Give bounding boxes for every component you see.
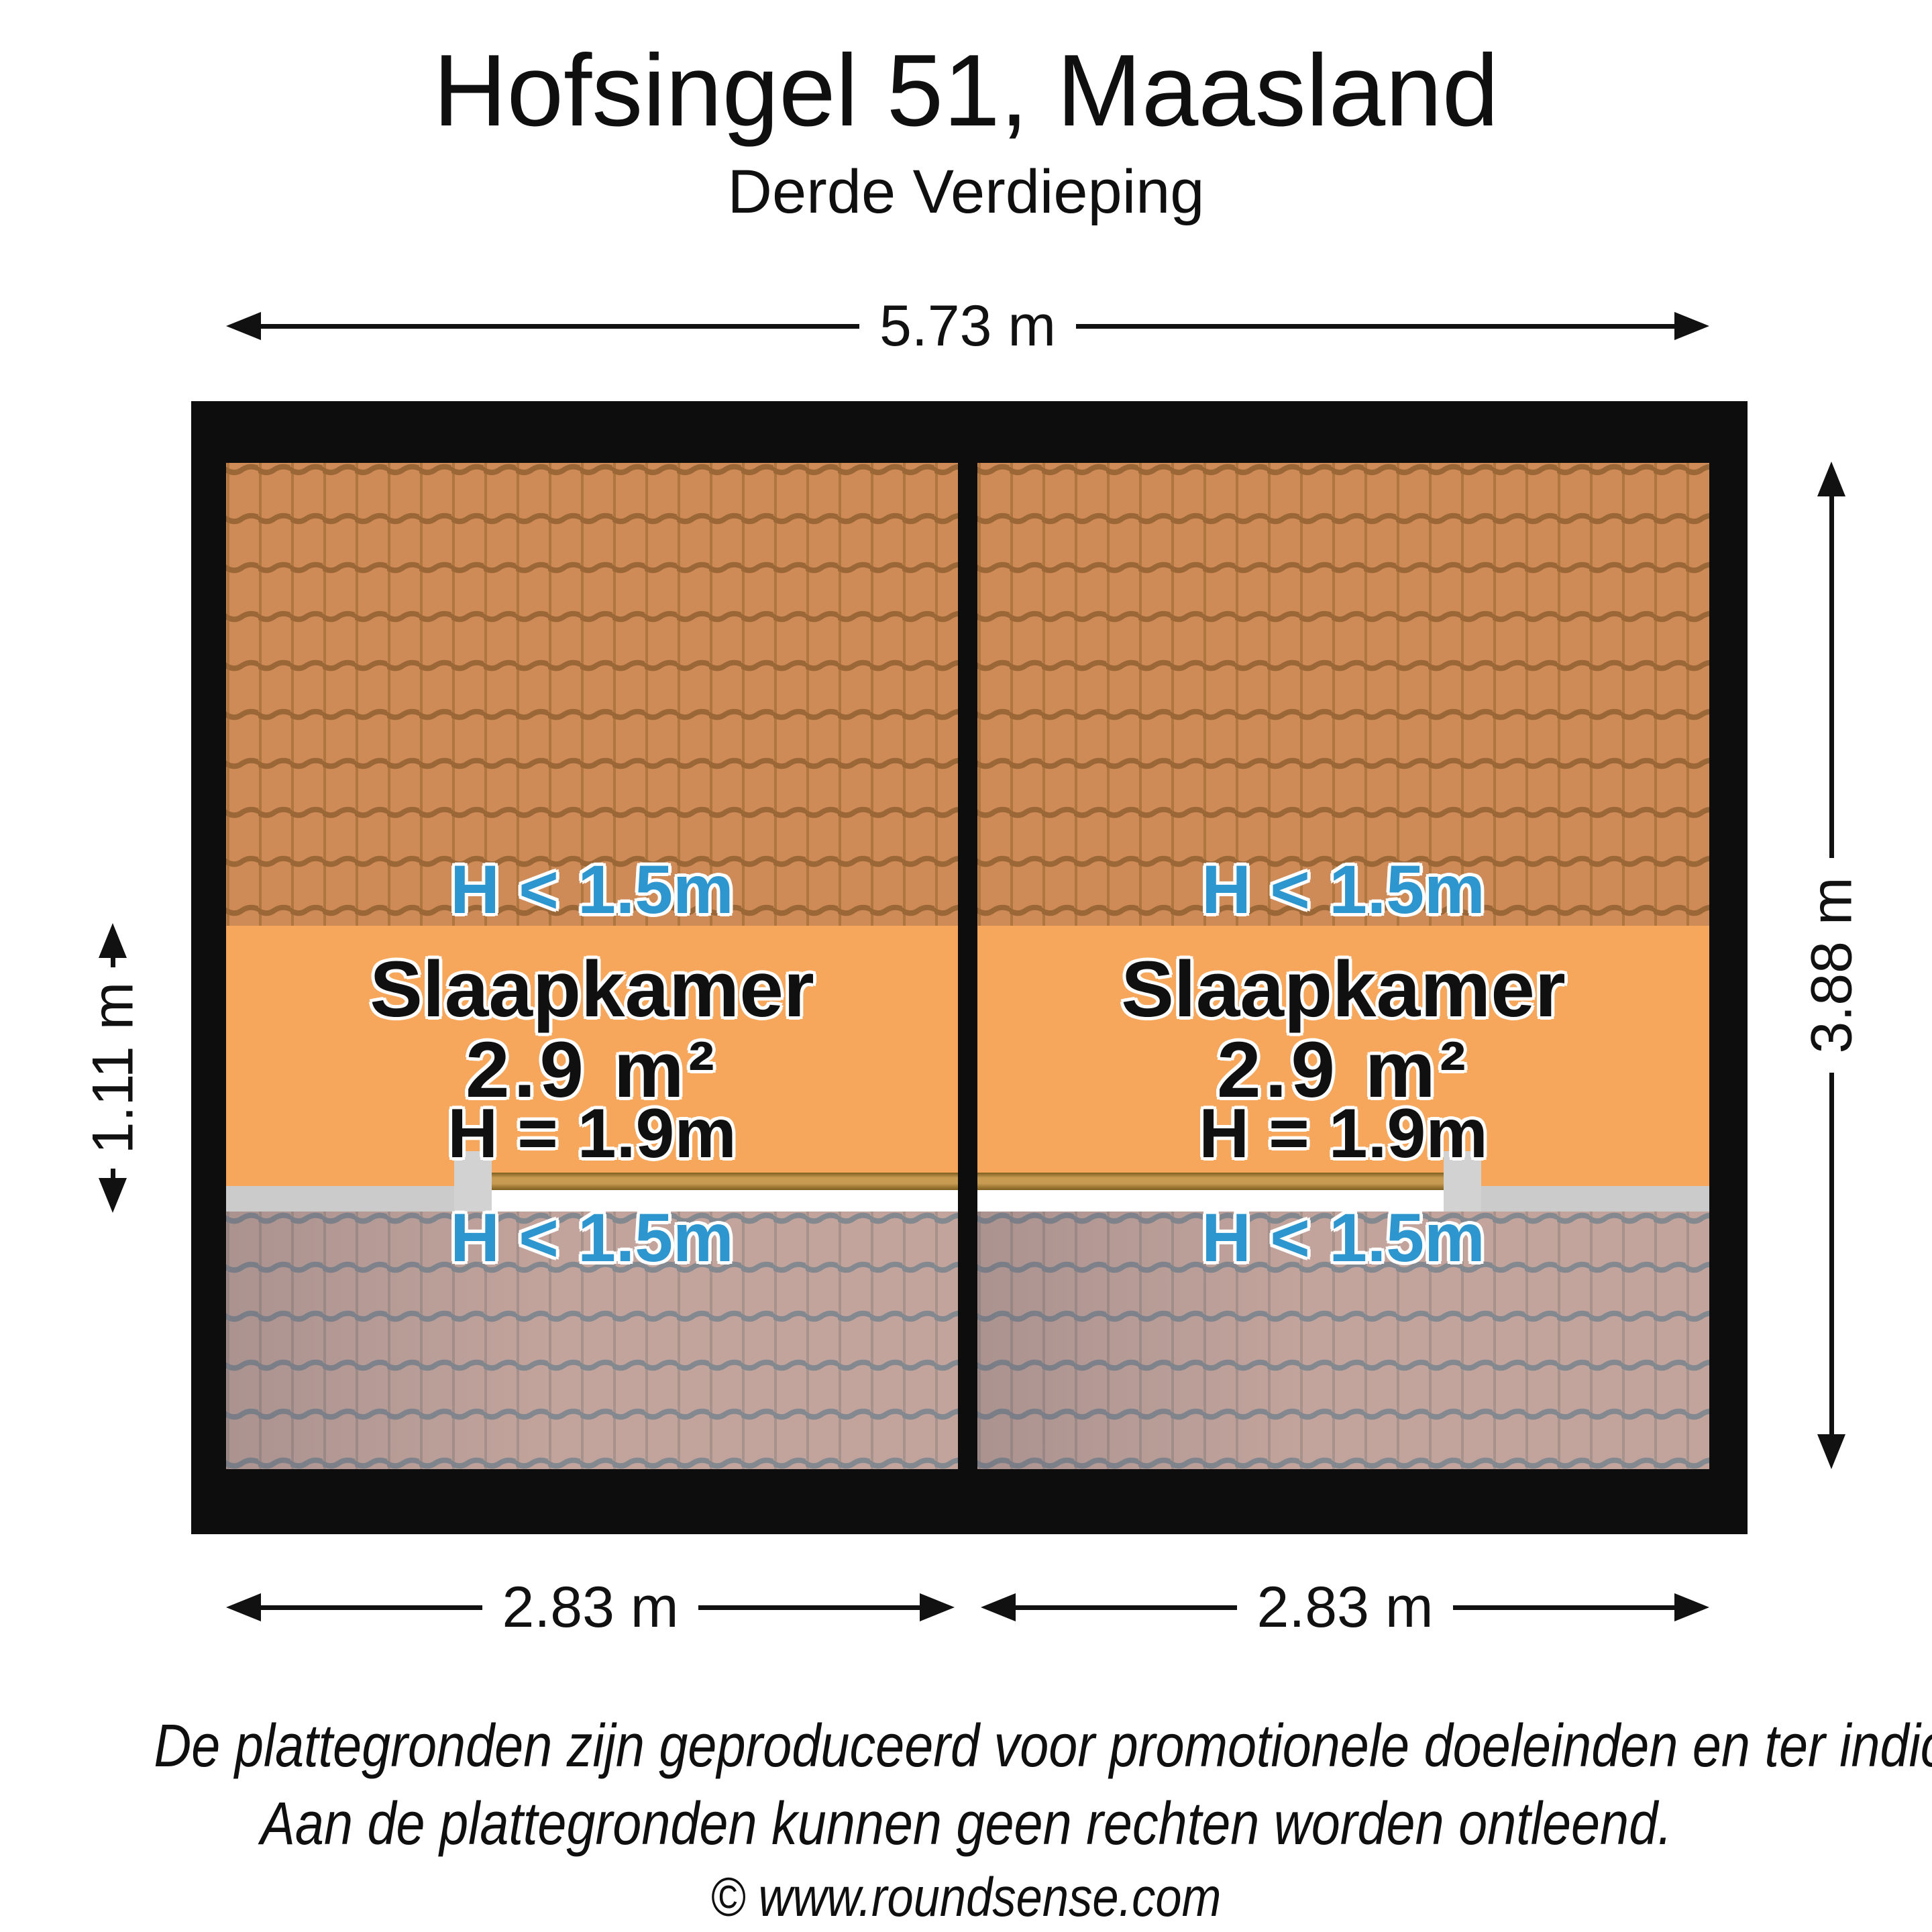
dimension-text: 1.11 m [80, 981, 145, 1155]
dimension-bottom-right-width: 2.83 m [981, 1575, 1710, 1640]
arrowhead-up-icon [1817, 462, 1845, 496]
dimension-line [698, 1605, 920, 1610]
arrowhead-left-icon [226, 1593, 261, 1621]
arrowhead-down-icon [99, 1178, 127, 1213]
dimension-line [110, 958, 115, 967]
dimension-bottom-right-label: 2.83 m [1256, 1575, 1434, 1640]
room-bedroom-left: H < 1.5m Slaapkamer 2.9 m² H = 1.9m H < … [226, 463, 958, 1469]
headroom-band [226, 926, 958, 1186]
dimension-line [1075, 323, 1675, 329]
dimension-right-height: 3.88 m [1799, 462, 1864, 1469]
headroom-band [977, 926, 1709, 1186]
room-divider-wall [958, 463, 977, 1469]
height-limit-label-lower: H < 1.5m [1201, 1199, 1485, 1276]
arrowhead-right-icon [1674, 312, 1710, 340]
disclaimer-text: De plattegronden zijn geproduceerd voor … [154, 1713, 1932, 1780]
dimension-line [1829, 496, 1834, 858]
roof-shading [226, 1212, 958, 1469]
dimension-bottom-left-label: 2.83 m [502, 1575, 679, 1640]
ledge [1481, 1186, 1709, 1212]
dimension-line [1829, 1073, 1834, 1434]
post [454, 1151, 492, 1212]
dimension-left-height-label: 1.11 m [27, 967, 199, 1169]
floorplan: H < 1.5m Slaapkamer 2.9 m² H = 1.9m H < … [191, 401, 1748, 1534]
dimension-left-height: 1.11 m [80, 923, 145, 1213]
copyright-text: © www.roundsense.com [710, 1867, 1222, 1928]
ledge [226, 1186, 454, 1212]
room-area-label: 2.9 m² [1216, 1026, 1470, 1114]
arrowhead-left-icon [981, 1593, 1016, 1621]
room-name-label: Slaapkamer [370, 945, 814, 1034]
arrowhead-down-icon [1817, 1434, 1845, 1469]
ceiling-height-label: H = 1.9m [447, 1095, 737, 1173]
height-limit-label-upper: H < 1.5m [450, 851, 734, 928]
dimension-line [110, 1169, 115, 1178]
dimension-bottom-left-width: 2.83 m [226, 1575, 955, 1640]
page-subtitle: Derde Verdieping [727, 158, 1205, 226]
height-limit-label-upper: H < 1.5m [1201, 851, 1485, 928]
room-bedroom-right: H < 1.5m Slaapkamer 2.9 m² H = 1.9m H < … [977, 463, 1709, 1469]
arrowhead-left-icon [226, 312, 261, 340]
roof-tiles-lower [977, 1212, 1709, 1469]
room-area-label: 2.9 m² [465, 1026, 719, 1114]
page-title: Hofsingel 51, Maasland [433, 34, 1499, 148]
arrowhead-right-icon [920, 1593, 955, 1621]
arrowhead-up-icon [99, 923, 127, 958]
wood-beam [492, 1173, 958, 1190]
dimension-total-width-label: 5.73 m [879, 294, 1056, 358]
dimension-line [261, 1605, 482, 1610]
post [1444, 1151, 1481, 1212]
roof-tiles-upper [977, 463, 1709, 926]
arrowhead-right-icon [1674, 1593, 1710, 1621]
dimension-total-width: 5.73 m [226, 294, 1710, 358]
dimension-line [1453, 1605, 1675, 1610]
roof-tiles-upper [226, 463, 958, 926]
dimension-line [261, 323, 860, 329]
roof-shading [977, 1212, 1709, 1469]
copyright-line: © www.roundsense.com [0, 1866, 1932, 1929]
disclaimer-text: Aan de plattegronden kunnen geen rechten… [260, 1790, 1672, 1858]
disclaimer-line-1: De plattegronden zijn geproduceerd voor … [0, 1712, 1932, 1782]
dimension-text: 3.88 m [1799, 877, 1864, 1054]
wood-beam [977, 1173, 1444, 1190]
room-name-label: Slaapkamer [1121, 945, 1566, 1034]
height-limit-label-lower: H < 1.5m [450, 1199, 734, 1276]
dimension-right-height-label: 3.88 m [1743, 858, 1920, 1073]
floorplan-interior: H < 1.5m Slaapkamer 2.9 m² H = 1.9m H < … [226, 463, 1709, 1469]
disclaimer-line-2: Aan de plattegronden kunnen geen rechten… [0, 1790, 1932, 1860]
dimension-line [1016, 1605, 1237, 1610]
ceiling-height-label: H = 1.9m [1199, 1095, 1488, 1173]
roof-tiles-lower [226, 1212, 958, 1469]
